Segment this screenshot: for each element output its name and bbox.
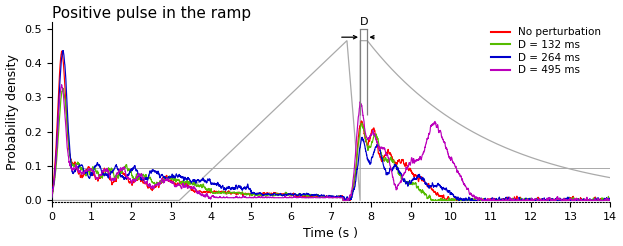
Text: Positive pulse in the ramp: Positive pulse in the ramp bbox=[52, 6, 250, 21]
Y-axis label: Probability density: Probability density bbox=[6, 54, 19, 170]
Text: D: D bbox=[359, 17, 368, 27]
Legend: No perturbation, D = 132 ms, D = 264 ms, D = 495 ms: No perturbation, D = 132 ms, D = 264 ms,… bbox=[487, 23, 605, 79]
X-axis label: Time (s ): Time (s ) bbox=[303, 228, 358, 240]
